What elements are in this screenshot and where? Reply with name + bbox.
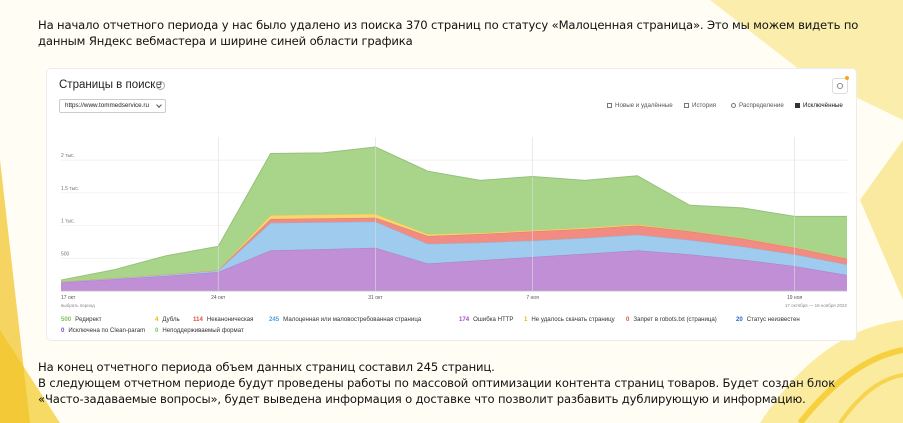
tab-label: Новые и удалённые [615, 102, 673, 109]
pie-icon [731, 103, 736, 108]
legend-item[interactable]: 0 Запрет в robots.txt (страница) [626, 316, 717, 323]
y-tick-label: 1 тыс. [61, 219, 75, 225]
legend-count: 114 [193, 316, 203, 323]
site-selector[interactable]: https://www.tommedservice.ru [59, 99, 166, 113]
area-series-1 [61, 221, 847, 283]
legend-count: 0 [61, 327, 65, 334]
series-line-4 [60, 146, 847, 281]
tab-distribution[interactable]: Распределение [731, 102, 784, 109]
legend-count: 245 [269, 316, 280, 323]
site-selector-value: https://www.tommedservice.ru [65, 102, 149, 109]
period-range-label: 17 октября — 16 ноября 2022 [785, 303, 848, 308]
tab-label: Распределение [739, 102, 784, 109]
legend-label: Неканоническая [206, 316, 254, 323]
legend-item[interactable]: 0 Неподдерживаемый формат [155, 327, 244, 334]
tab-label: Исключённые [803, 102, 843, 109]
legend-label: Ошибка HTTP [473, 316, 514, 323]
outro-line-2: В следующем отчетном периоде будут прове… [38, 376, 836, 390]
question-icon[interactable]: ? [156, 81, 165, 90]
legend-label: Неподдерживаемый формат [162, 327, 244, 334]
legend-label: Исключена по Clean-param [68, 327, 146, 334]
legend-count: 20 [736, 316, 743, 323]
tab-excluded[interactable]: Исключённые [795, 102, 843, 109]
legend-item[interactable]: 174 Ошибка HTTP [459, 316, 514, 323]
outro-line-3: «Часто-задаваемые вопросы», будет выведе… [38, 392, 806, 406]
legend-count: 4 [155, 316, 159, 323]
settings-button[interactable] [832, 76, 849, 94]
intro-paragraph: На начало отчетного периода у нас было у… [38, 18, 859, 48]
y-tick-label: 500 [61, 251, 70, 257]
area-series-3 [61, 213, 847, 282]
list-icon [795, 103, 800, 108]
legend-label: Запрет в robots.txt (страница) [633, 316, 717, 323]
y-tick-label: 2 тыс. [61, 153, 75, 159]
outro-paragraph: На конец отчетного периода объем данных … [38, 359, 883, 407]
legend-item[interactable]: 20 Статус неизвестен [736, 316, 800, 323]
legend-item[interactable]: 1 Не удалось скачать страницу [524, 316, 615, 323]
y-tick-label: 1.5 тыс. [61, 186, 79, 192]
area-series-2 [61, 217, 847, 282]
list-icon [607, 103, 612, 108]
legend-item[interactable]: 245 Малоценная или маловостребованная стр… [269, 316, 421, 323]
legend-count: 174 [459, 316, 470, 323]
list-icon [684, 103, 689, 108]
legend-label: Редирект [75, 316, 102, 323]
legend-count: 0 [155, 327, 159, 334]
widget-title: Страницы в поиске [59, 79, 162, 91]
area-series-4 [61, 147, 847, 282]
legend-count: 1 [524, 316, 528, 323]
legend-count: 500 [61, 316, 72, 323]
area-series-0 [61, 247, 847, 291]
legend-count: 0 [626, 316, 630, 323]
x-tick-label: 7 ноя [526, 295, 539, 301]
tab-label: История [692, 102, 716, 109]
period-select-link: выбрать период [61, 303, 95, 308]
x-tick-label: 31 окт [368, 295, 383, 301]
legend-item[interactable]: 114 Неканоническая [193, 316, 253, 323]
legend-item[interactable]: 0 Исключена по Clean-param [61, 327, 145, 334]
tab-history[interactable]: История [684, 102, 716, 109]
pages-in-search-widget: Страницы в поиске ? https://www.tommedse… [47, 69, 856, 340]
legend-label: Дубль [162, 316, 180, 323]
legend-item[interactable]: 4 Дубль [155, 316, 180, 323]
x-tick-label: 17 окт [61, 295, 76, 301]
legend-label: Статус неизвестен [746, 316, 800, 323]
legend-label: Не удалось скачать страницу [531, 316, 615, 323]
area-chart: 2 тыс. 1.5 тыс. 1 тыс. 500 17 окт 24 окт 31 ок… [60, 137, 848, 308]
x-tick-label: 24 окт [211, 295, 226, 301]
tab-new-and-removed[interactable]: Новые и удалённые [607, 102, 673, 109]
gear-icon [837, 83, 843, 89]
legend-label: Малоценная или маловостребованная страни… [283, 316, 422, 323]
legend-item[interactable]: 500 Редирект [61, 316, 102, 323]
outro-line-1: На конец отчетного периода объем данных … [38, 360, 495, 374]
x-tick-label: 19 ноя [787, 295, 802, 301]
notification-dot [845, 76, 849, 80]
